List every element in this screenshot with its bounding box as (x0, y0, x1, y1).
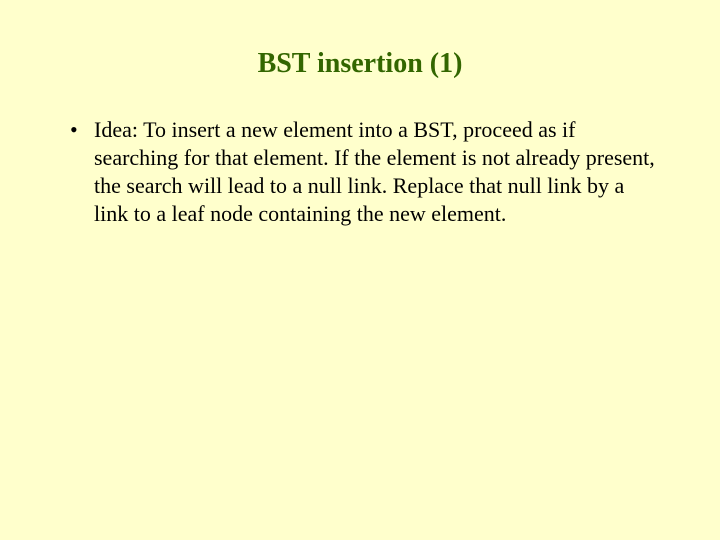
bullet-text: Idea: To insert a new element into a BST… (94, 116, 660, 228)
slide-title: BST insertion (1) (0, 48, 720, 80)
bullet-item: • Idea: To insert a new element into a B… (70, 116, 660, 228)
bullet-marker: • (70, 116, 94, 144)
slide-body: • Idea: To insert a new element into a B… (0, 116, 720, 228)
slide: BST insertion (1) • Idea: To insert a ne… (0, 0, 720, 540)
